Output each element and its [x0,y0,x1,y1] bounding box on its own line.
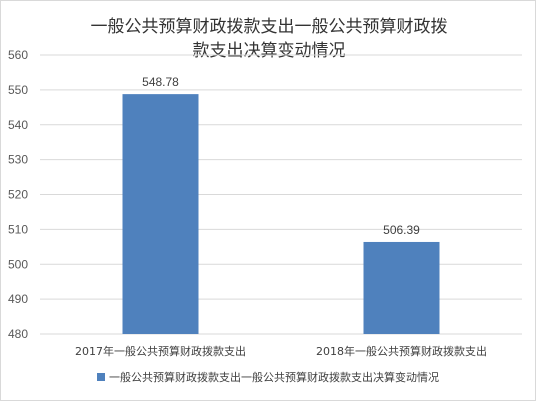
legend-label: 一般公共预算财政拨款支出一般公共预算财政拨款支出决算变动情况 [109,371,439,384]
x-tick-label: 2017年一般公共预算财政拨款支出 [75,344,246,358]
y-tick-label: 520 [8,188,28,202]
y-tick-label: 480 [8,327,28,341]
data-label: 506.39 [383,223,420,237]
y-tick-label: 530 [8,153,28,167]
y-tick-label: 550 [8,83,28,97]
chart-title-line-2: 款支出决算变动情况 [192,41,346,61]
y-tick-label: 510 [8,222,28,236]
x-tick-label: 2018年一般公共预算财政拨款支出 [316,344,487,358]
legend-swatch [97,373,105,381]
bar [122,94,199,334]
legend: 一般公共预算财政拨款支出一般公共预算财政拨款支出决算变动情况 [0,369,536,385]
y-tick-label: 540 [8,118,28,132]
bar [363,241,440,334]
chart-title: 一般公共预算财政拨款支出一般公共预算财政拨 款支出决算变动情况 [1,15,536,63]
y-tick-label: 500 [8,257,28,271]
y-tick-label: 490 [8,292,28,306]
chart-title-line-1: 一般公共预算财政拨款支出一般公共预算财政拨 [90,17,448,37]
data-label: 548.78 [142,75,179,89]
y-tick-label: 560 [8,48,28,62]
